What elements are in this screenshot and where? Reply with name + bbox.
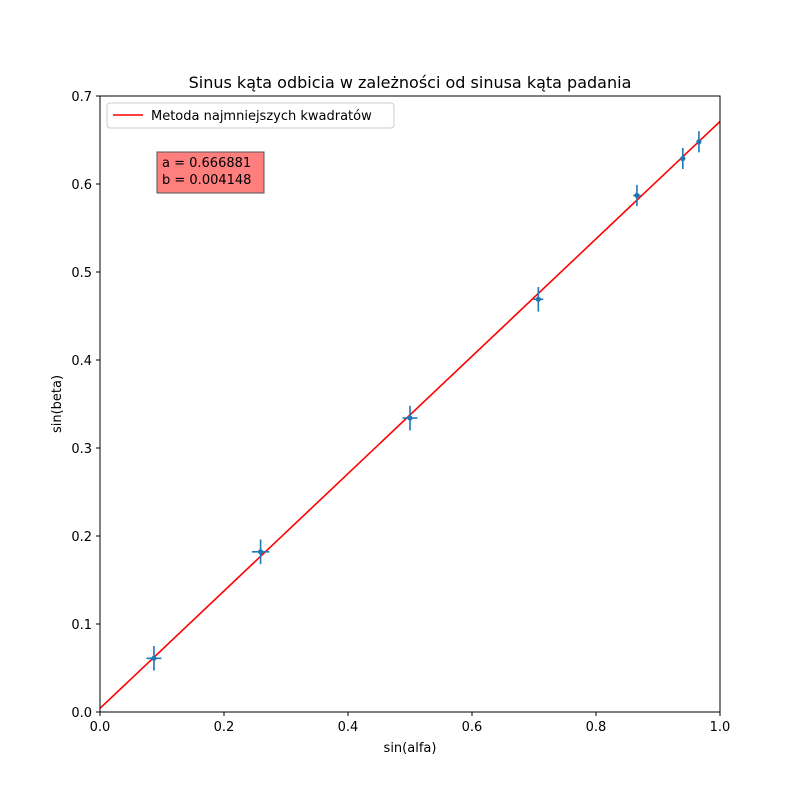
data-point: [402, 405, 418, 431]
data-point: [696, 131, 702, 153]
plot-marks: [99, 120, 721, 709]
y-tick-label: 0.4: [71, 354, 92, 369]
legend: Metoda najmniejszych kwadratów: [106, 102, 395, 129]
legend-entry-fit: Metoda najmniejszych kwadratów: [151, 109, 372, 124]
x-tick-label: 0.8: [586, 720, 607, 735]
y-tick-label: 0.2: [71, 530, 92, 545]
x-axis: 0.0 0.2 0.4 0.6 0.8 1.0: [90, 712, 731, 735]
data-point: [251, 539, 270, 565]
y-tick-label: 0.6: [71, 178, 92, 193]
data-marker: [634, 192, 640, 199]
plot-frame: [99, 95, 721, 713]
x-axis-label: sin(alfa): [384, 741, 437, 756]
chart-title: Sinus kąta odbicia w zależności od sinus…: [189, 73, 632, 92]
data-marker: [151, 655, 157, 661]
data-marker: [257, 549, 264, 555]
annotation-background: [156, 151, 265, 194]
data-point: [680, 147, 686, 170]
data-point: [633, 184, 641, 206]
data-marker: [535, 296, 541, 302]
y-axis: 0.0 0.1 0.2 0.3 0.4 0.5 0.6 0.7: [71, 90, 100, 721]
y-tick-label: 0.7: [71, 90, 92, 105]
x-tick-label: 1.0: [710, 720, 731, 735]
x-tick-label: 0.6: [462, 720, 483, 735]
annotation-line-a: a = 0.666881: [162, 156, 251, 171]
x-tick-label: 0.4: [338, 720, 359, 735]
y-tick-label: 0.0: [71, 706, 92, 721]
y-tick-label: 0.3: [71, 442, 92, 457]
data-point: [533, 286, 544, 312]
y-tick-label: 0.5: [71, 266, 92, 281]
y-axis-label: sin(beta): [50, 375, 65, 433]
data-marker: [680, 155, 686, 162]
y-tick-label: 0.1: [71, 618, 92, 633]
data-marker: [407, 415, 413, 421]
annotation-box: a = 0.666881 b = 0.004148: [156, 151, 265, 194]
data-point: [146, 646, 162, 671]
x-tick-label: 0.2: [214, 720, 235, 735]
legend-frame: [106, 102, 395, 129]
data-marker: [696, 139, 702, 145]
x-tick-label: 0.0: [90, 720, 111, 735]
annotation-line-b: b = 0.004148: [162, 173, 251, 188]
